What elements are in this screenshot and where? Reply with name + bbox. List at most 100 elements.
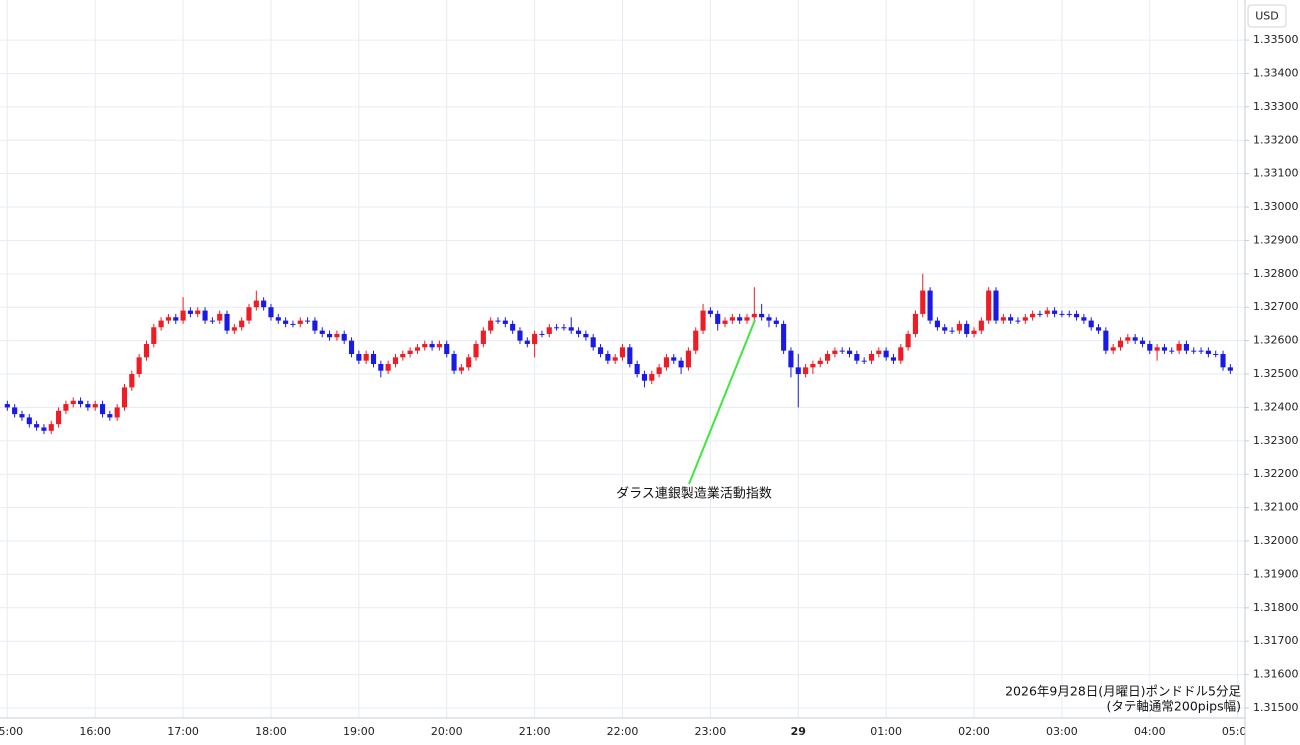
candle-body xyxy=(1205,350,1211,354)
candle-body xyxy=(407,350,413,354)
candle-body xyxy=(685,350,691,368)
candle-body xyxy=(48,424,54,431)
candle-body xyxy=(1044,310,1050,314)
candle-body xyxy=(824,353,831,361)
candle-body xyxy=(12,407,18,415)
candle-body xyxy=(56,410,62,425)
candle-body xyxy=(1169,350,1175,352)
candle-body xyxy=(92,404,98,408)
candle-body xyxy=(502,320,508,324)
candle-body xyxy=(810,364,816,368)
candle-body xyxy=(458,367,464,371)
candle-body xyxy=(165,317,172,321)
y-tick-label: 1.32300 xyxy=(1253,434,1299,447)
candle-body xyxy=(34,424,40,428)
candle-body xyxy=(378,364,384,371)
candle-body xyxy=(1095,327,1102,331)
candle-body xyxy=(466,357,472,368)
candle-body xyxy=(817,360,823,365)
candle-body xyxy=(729,317,735,321)
candle-body xyxy=(334,333,340,338)
candle-body xyxy=(444,343,450,354)
annotation: ダラス連銀製造業活動指数 xyxy=(616,486,772,502)
candle-body xyxy=(392,357,399,365)
candle-body xyxy=(261,300,267,308)
candle-body xyxy=(187,310,193,314)
candle-body xyxy=(1198,350,1204,352)
candle-body xyxy=(942,327,948,331)
candle-body xyxy=(722,320,728,324)
candle-body xyxy=(927,290,933,321)
candle-body xyxy=(883,350,889,358)
candle-body xyxy=(151,327,157,344)
candle-body xyxy=(554,327,560,329)
candle-body xyxy=(890,357,897,361)
y-tick-label: 1.31700 xyxy=(1253,634,1299,647)
candle-body xyxy=(1125,337,1131,341)
candles xyxy=(4,273,1233,435)
x-tick-label: 02:00 xyxy=(958,725,990,738)
candle-body xyxy=(678,360,684,368)
y-tick-label: 1.32000 xyxy=(1253,534,1299,547)
candle-body xyxy=(1088,320,1094,328)
x-tick-label: 05:00 xyxy=(1222,725,1254,738)
candle-body xyxy=(597,347,604,354)
candle-body xyxy=(473,343,479,358)
candle-body xyxy=(451,353,457,371)
candle-body xyxy=(627,347,633,365)
x-tick-label: 18:00 xyxy=(255,725,287,738)
candle-body xyxy=(1117,340,1124,348)
candle-body xyxy=(737,317,743,321)
candle-body xyxy=(63,404,69,411)
y-tick-label: 1.32700 xyxy=(1253,300,1299,313)
y-axis: 1.31500 1.31600 1.31700 1.31800 1.31900 1.320… xyxy=(1245,33,1299,714)
candle-body xyxy=(400,353,406,358)
candle-body xyxy=(414,347,421,351)
candle-body xyxy=(912,313,919,334)
candle-body xyxy=(671,357,677,361)
candle-body xyxy=(99,404,106,415)
candle-body xyxy=(978,320,984,331)
candle-body xyxy=(202,310,208,321)
candle-body xyxy=(283,320,289,324)
candle-body xyxy=(1059,313,1065,315)
candle-body xyxy=(561,327,567,329)
candle-body xyxy=(275,317,281,321)
candle-body xyxy=(239,320,245,328)
x-tick-label: 20:00 xyxy=(431,725,463,738)
candle-body xyxy=(77,400,84,405)
candle-body xyxy=(846,350,853,354)
candle-body xyxy=(41,427,47,431)
y-tick-label: 1.32400 xyxy=(1253,400,1299,413)
candle-body xyxy=(209,320,215,322)
candle-body xyxy=(495,320,501,322)
x-tick-label: 15:00 xyxy=(0,725,23,738)
candle-body xyxy=(1220,353,1226,368)
candle-body xyxy=(788,350,794,368)
candle-body xyxy=(341,333,347,341)
candle-body xyxy=(422,343,428,348)
candle-body xyxy=(268,307,274,318)
x-tick-label: 19:00 xyxy=(343,725,375,738)
x-tick-label: 16:00 xyxy=(79,725,111,738)
candle-body xyxy=(1052,310,1058,314)
candle-body xyxy=(861,360,867,362)
candle-body xyxy=(707,310,713,314)
candle-body xyxy=(136,357,142,375)
candle-body xyxy=(1073,313,1080,318)
candle-body xyxy=(1015,320,1021,322)
candle-body xyxy=(217,313,223,321)
candle-body xyxy=(619,347,626,358)
candle-body xyxy=(956,323,962,331)
y-tick-label: 1.33200 xyxy=(1253,133,1299,146)
candle-body xyxy=(488,320,494,331)
y-tick-label: 1.31600 xyxy=(1253,668,1299,681)
candle-body xyxy=(575,330,582,334)
candle-body xyxy=(290,323,296,325)
candle-body xyxy=(107,414,113,418)
candle-body xyxy=(920,290,926,314)
candle-body xyxy=(663,357,670,368)
x-tick-label: 04:00 xyxy=(1134,725,1166,738)
x-tick-label: 03:00 xyxy=(1046,725,1078,738)
candle-body xyxy=(1000,317,1006,321)
